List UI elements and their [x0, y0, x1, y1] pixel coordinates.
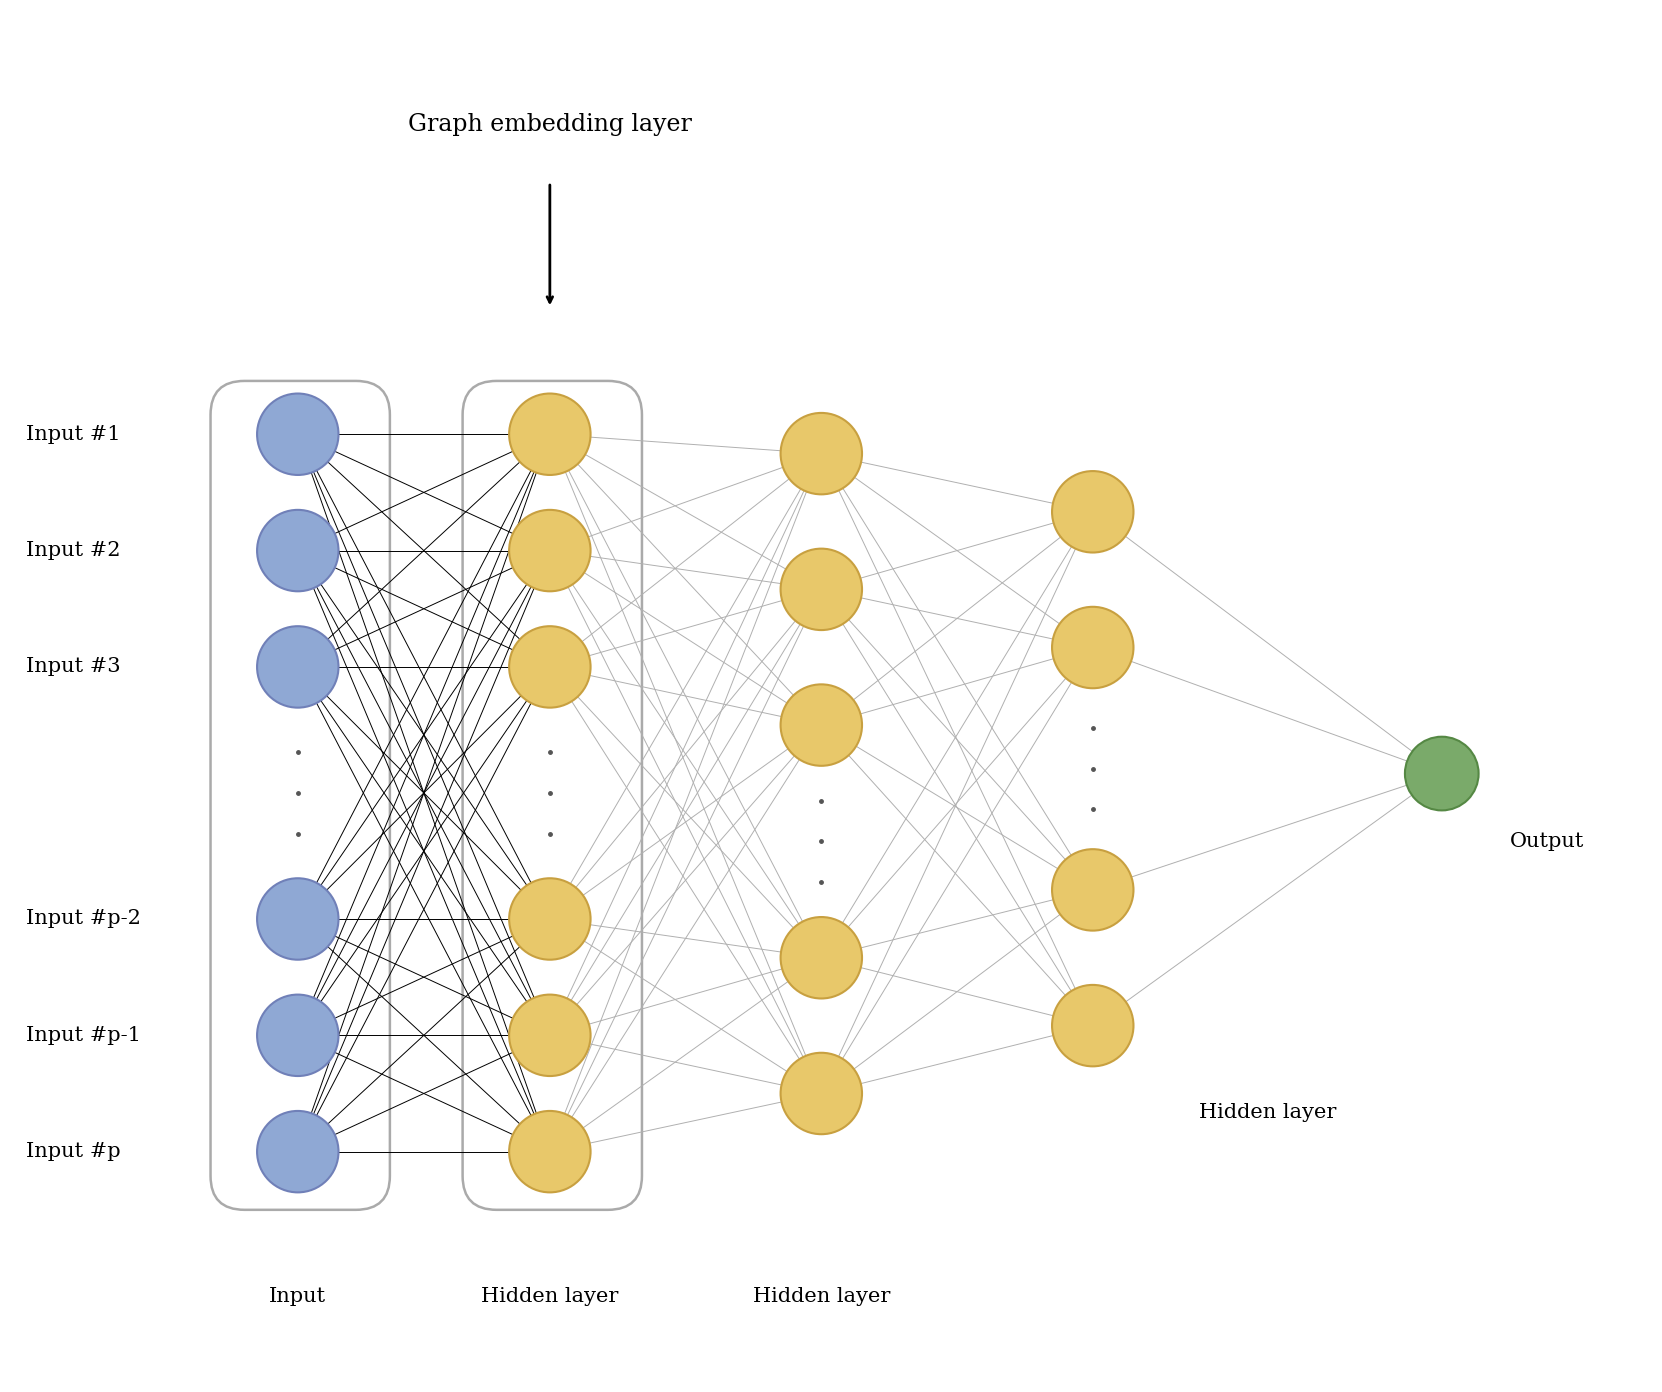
Text: Input #p-1: Input #p-1 [27, 1026, 141, 1045]
Circle shape [509, 626, 590, 707]
Circle shape [258, 878, 339, 959]
Text: Input #3: Input #3 [27, 657, 121, 677]
Circle shape [781, 413, 863, 494]
Circle shape [258, 995, 339, 1076]
Circle shape [509, 509, 590, 592]
Circle shape [1052, 607, 1133, 688]
Circle shape [509, 1111, 590, 1193]
Circle shape [1052, 849, 1133, 931]
Text: Input #p-2: Input #p-2 [27, 909, 141, 928]
Text: Input #p: Input #p [27, 1143, 121, 1161]
Circle shape [781, 1052, 863, 1134]
Text: Hidden layer: Hidden layer [753, 1288, 889, 1306]
Text: Output: Output [1509, 832, 1584, 851]
Text: Hidden layer: Hidden layer [1200, 1104, 1336, 1122]
Circle shape [258, 626, 339, 707]
Circle shape [1052, 470, 1133, 553]
Circle shape [1404, 736, 1479, 810]
Circle shape [509, 394, 590, 475]
Circle shape [258, 509, 339, 592]
Text: Input #2: Input #2 [27, 541, 121, 560]
Circle shape [258, 394, 339, 475]
Circle shape [258, 1111, 339, 1193]
Circle shape [509, 878, 590, 959]
Text: Input #1: Input #1 [27, 425, 121, 444]
Circle shape [1052, 986, 1133, 1066]
Circle shape [781, 917, 863, 998]
Text: Hidden layer: Hidden layer [482, 1288, 618, 1306]
Circle shape [509, 995, 590, 1076]
Text: Graph embedding layer: Graph embedding layer [407, 113, 691, 135]
Text: Input: Input [269, 1288, 326, 1306]
Circle shape [781, 548, 863, 631]
Circle shape [781, 685, 863, 766]
